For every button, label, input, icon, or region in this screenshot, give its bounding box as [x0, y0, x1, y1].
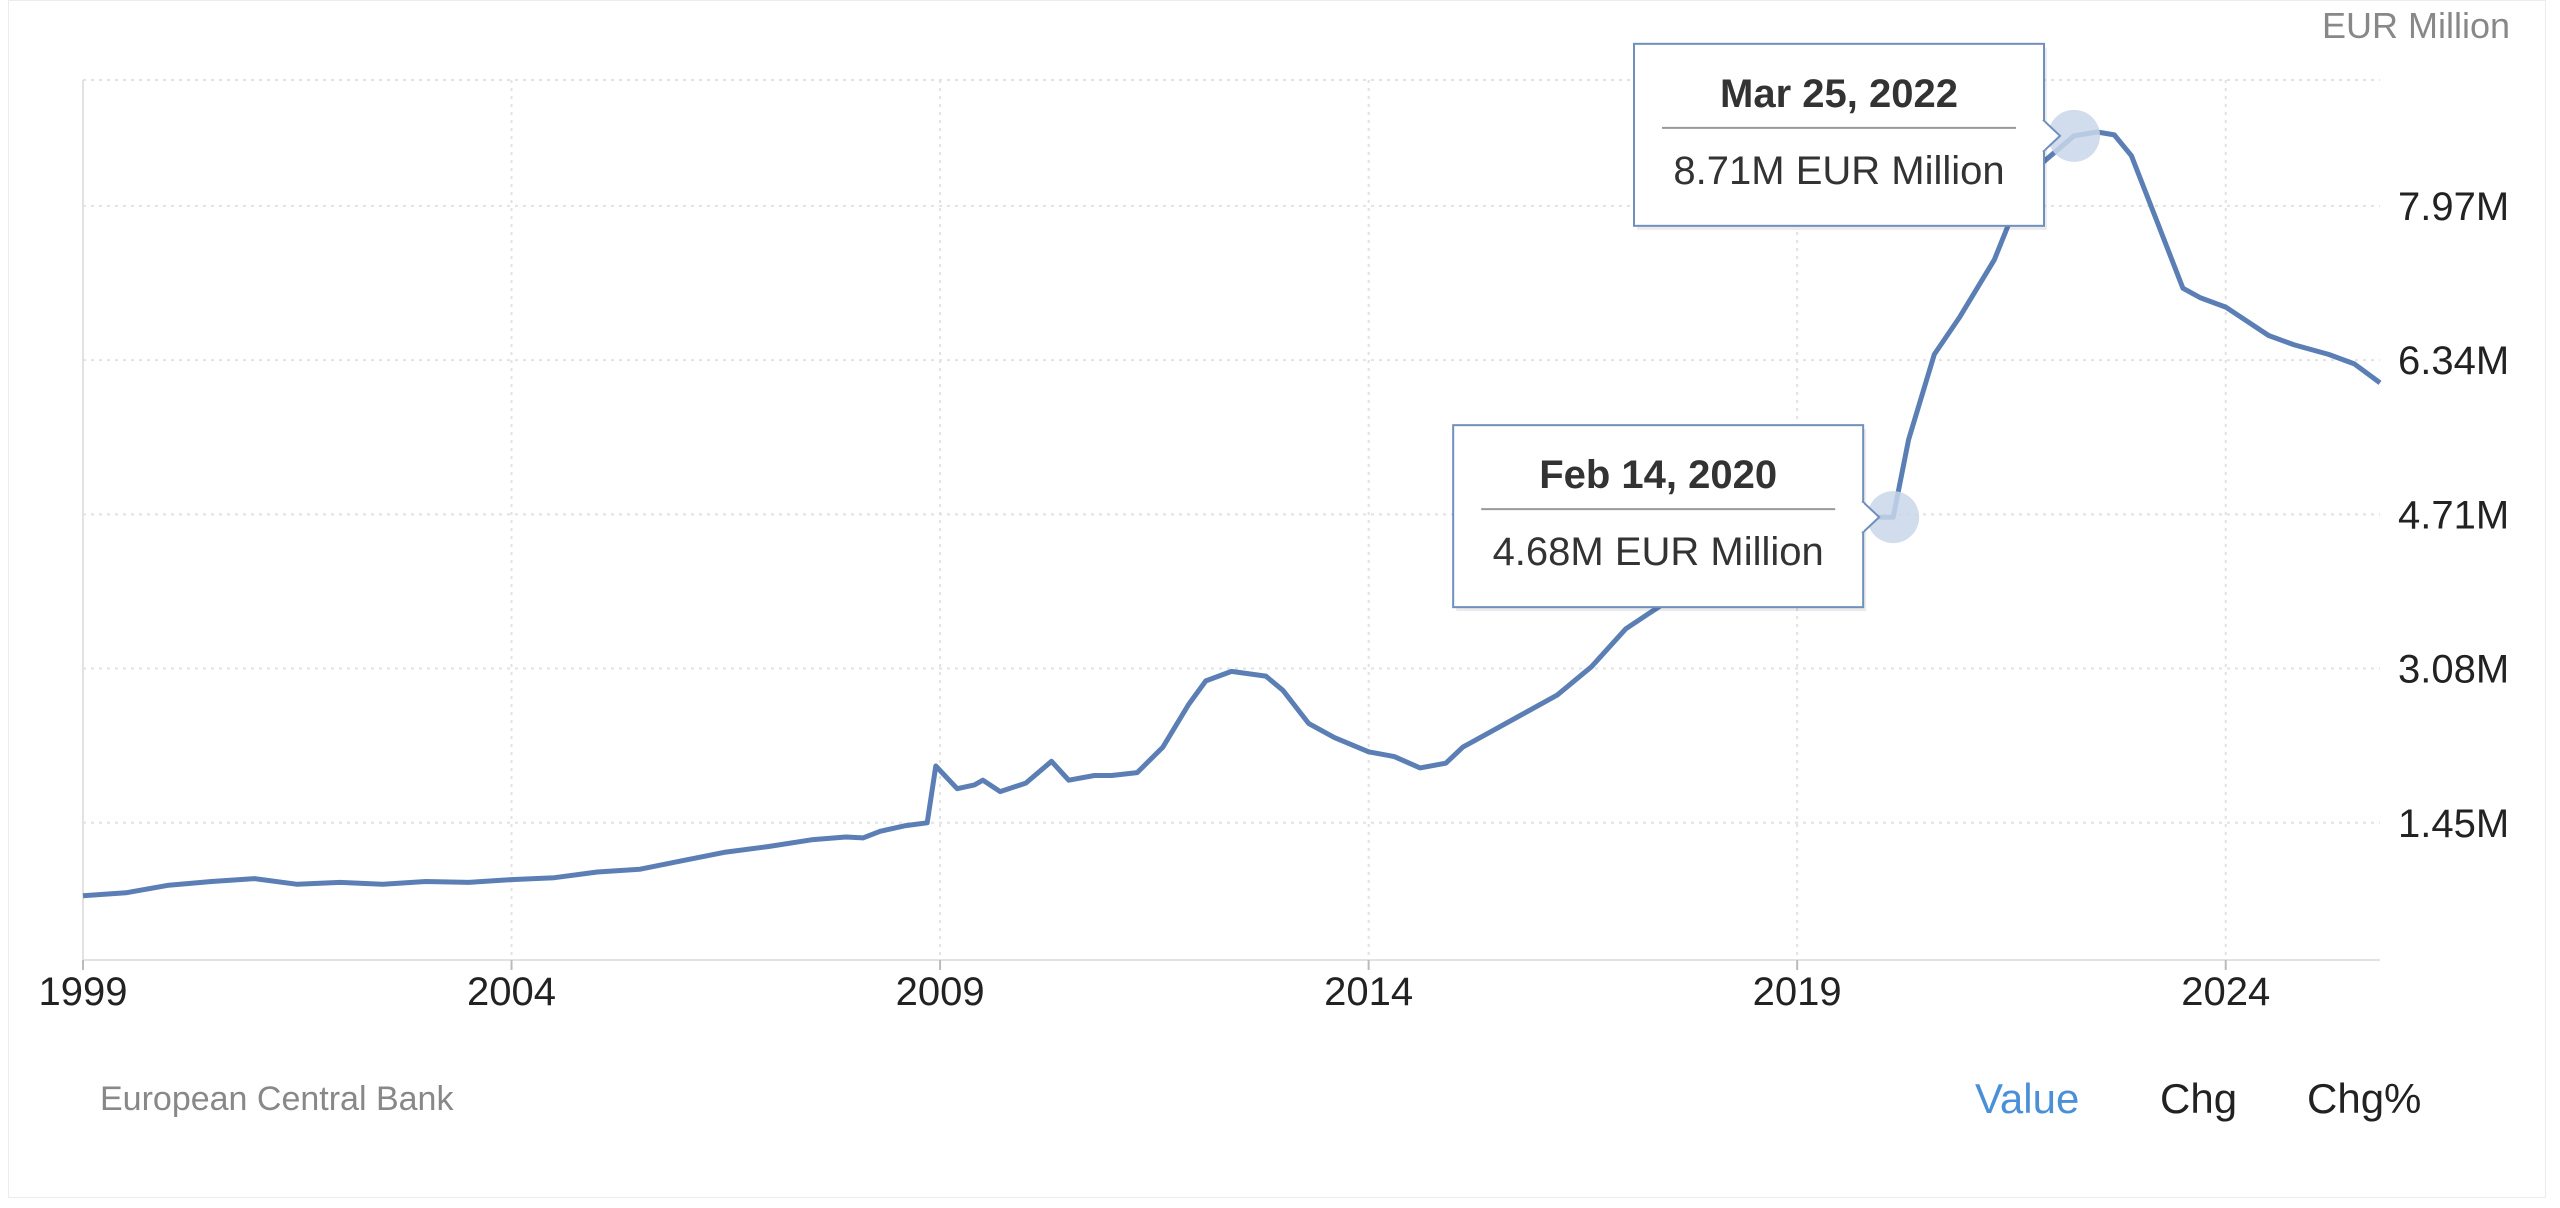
y-tick-label: 6.34M — [2398, 339, 2509, 383]
tooltip-date: Feb 14, 2020 — [1539, 453, 1777, 497]
tooltip-value: 8.71M EUR Million — [1673, 149, 2004, 193]
x-axis-ticks: 1999 2004 2009 2014 2019 2024 — [39, 970, 2271, 1014]
chart-card — [8, 0, 2546, 1198]
tooltip-value: 4.68M EUR Million — [1493, 530, 1824, 574]
tooltip-pointer — [2042, 119, 2062, 153]
x-tick-label: 2004 — [467, 970, 556, 1014]
change-percent-mode-button[interactable]: Chg% — [2307, 1075, 2422, 1122]
hover-markers — [1867, 109, 2101, 544]
x-tick-label: 2019 — [1753, 970, 1842, 1014]
source-label: European Central Bank — [100, 1080, 454, 1118]
highlight-marker — [1867, 491, 1920, 544]
tooltip-pointer — [1861, 500, 1881, 534]
x-tick-label: 1999 — [39, 970, 128, 1014]
x-tick-label: 2009 — [896, 970, 985, 1014]
y-tick-label: 7.97M — [2398, 185, 2509, 229]
x-tick-label: 2024 — [2181, 970, 2270, 1014]
y-tick-label: 1.45M — [2398, 802, 2509, 846]
highlight-marker — [2048, 109, 2101, 162]
tooltip: Feb 14, 2020 4.68M EUR Million — [1452, 424, 1881, 612]
tooltips: Feb 14, 2020 4.68M EUR Million Mar 25, 202… — [1452, 42, 2062, 612]
value-mode-button[interactable]: Value — [1975, 1075, 2080, 1122]
y-tick-label: 3.08M — [2398, 648, 2509, 692]
x-tick-label: 2014 — [1324, 970, 1413, 1014]
y-axis-ticks: 1.45M 3.08M 4.71M 6.34M 7.97M — [2398, 185, 2509, 846]
change-mode-button[interactable]: Chg — [2160, 1075, 2238, 1122]
tooltip-box — [1633, 42, 2046, 227]
tooltip-box — [1452, 424, 1865, 609]
tooltip: Mar 25, 2022 8.71M EUR Million — [1633, 42, 2062, 230]
tooltip-date: Mar 25, 2022 — [1720, 72, 1958, 116]
y-tick-label: 4.71M — [2398, 493, 2509, 537]
unit-label: EUR Million — [2322, 5, 2510, 46]
